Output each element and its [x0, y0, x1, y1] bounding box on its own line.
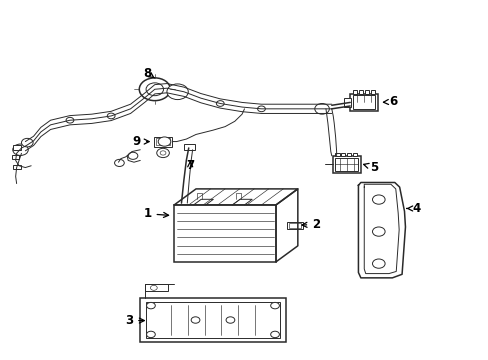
Bar — [146, 302, 279, 338]
Circle shape — [372, 227, 385, 236]
Text: 5: 5 — [363, 161, 378, 174]
Text: 6: 6 — [383, 95, 397, 108]
Circle shape — [166, 84, 188, 100]
Bar — [154, 136, 172, 147]
Circle shape — [13, 144, 28, 156]
Bar — [183, 144, 194, 150]
Bar — [156, 138, 169, 145]
Bar — [352, 90, 357, 94]
Bar — [340, 153, 345, 156]
Bar — [346, 153, 350, 156]
Circle shape — [128, 152, 138, 159]
Circle shape — [191, 317, 200, 323]
Bar — [370, 90, 374, 94]
Circle shape — [157, 148, 169, 158]
Bar — [358, 90, 363, 94]
Bar — [352, 95, 375, 109]
Bar — [334, 158, 358, 171]
Bar — [349, 94, 377, 111]
Circle shape — [270, 331, 279, 338]
Bar — [332, 156, 360, 173]
Text: 8: 8 — [143, 67, 154, 80]
Bar — [364, 90, 368, 94]
Circle shape — [270, 302, 279, 309]
Circle shape — [225, 317, 234, 323]
Circle shape — [216, 101, 224, 106]
Bar — [145, 284, 168, 291]
Text: 7: 7 — [186, 159, 194, 172]
Circle shape — [160, 151, 165, 155]
Bar — [174, 205, 275, 262]
Circle shape — [66, 117, 74, 123]
Circle shape — [146, 302, 155, 309]
Bar — [288, 224, 301, 228]
Circle shape — [314, 103, 329, 114]
Circle shape — [146, 83, 163, 96]
Text: 3: 3 — [125, 314, 144, 327]
Bar — [334, 153, 339, 156]
Circle shape — [21, 138, 33, 147]
Circle shape — [139, 78, 170, 101]
Text: 1: 1 — [143, 207, 168, 220]
Circle shape — [114, 159, 124, 166]
Bar — [352, 153, 356, 156]
Circle shape — [372, 195, 385, 204]
Bar — [344, 98, 350, 107]
Text: 2: 2 — [302, 218, 320, 231]
Bar — [13, 165, 21, 169]
Bar — [140, 298, 285, 342]
Bar — [12, 156, 19, 159]
Circle shape — [107, 113, 115, 119]
Circle shape — [146, 331, 155, 338]
Circle shape — [372, 259, 385, 268]
Circle shape — [158, 137, 170, 146]
Bar — [286, 222, 303, 229]
Text: 9: 9 — [132, 135, 149, 148]
Bar — [13, 145, 21, 150]
Circle shape — [150, 285, 157, 290]
Text: 4: 4 — [406, 202, 420, 215]
Circle shape — [257, 106, 265, 112]
